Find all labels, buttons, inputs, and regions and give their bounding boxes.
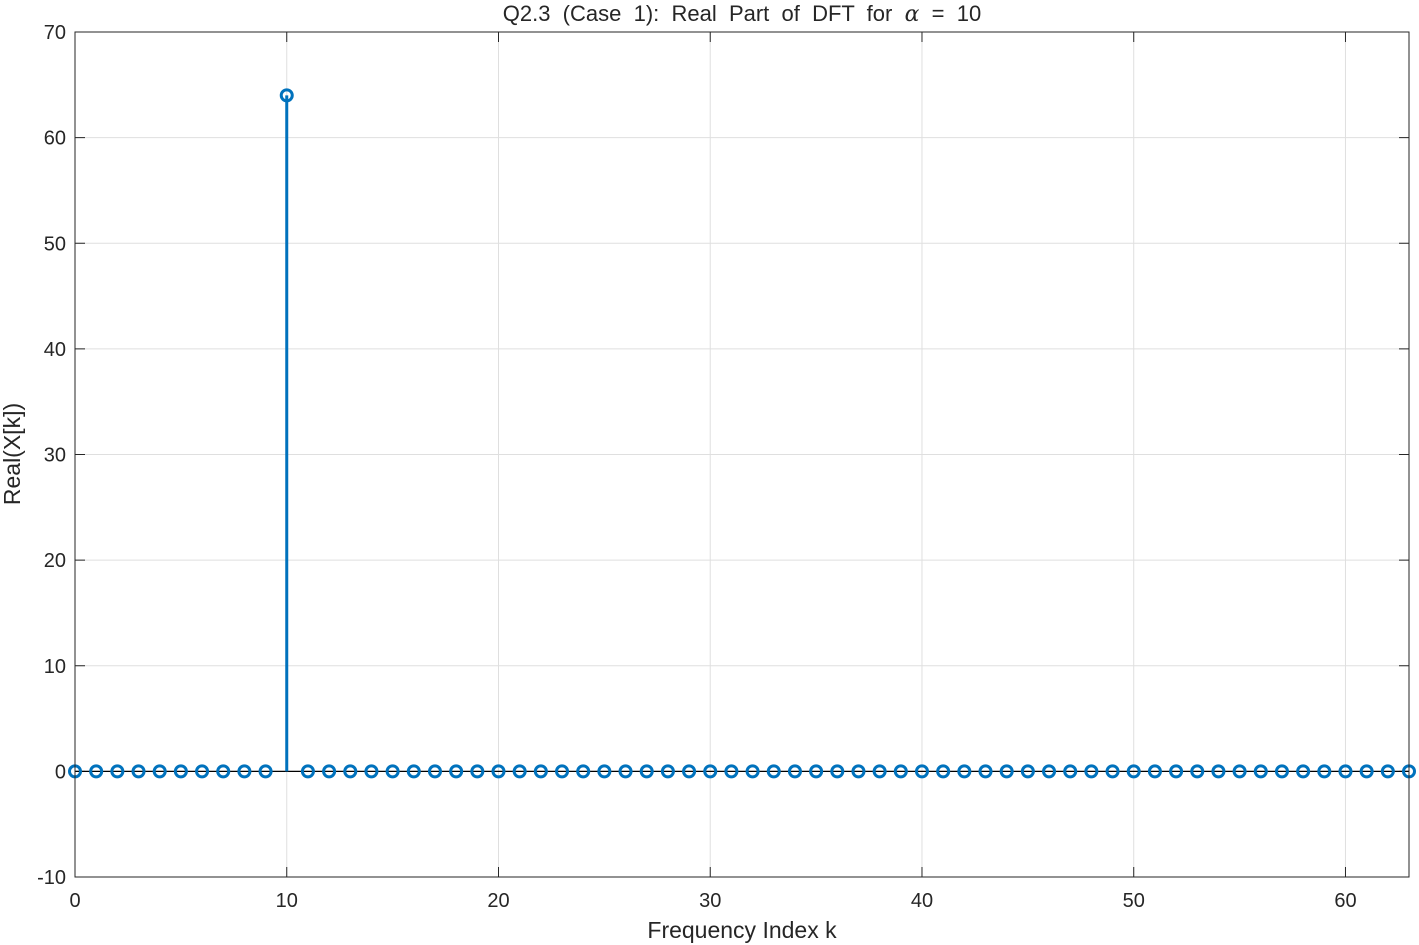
stem-marker bbox=[512, 764, 527, 779]
grid bbox=[75, 32, 1409, 877]
stem-marker bbox=[703, 764, 718, 779]
stem-marker bbox=[936, 764, 951, 779]
chart-title-prefix: Q2.3 (Case 1): Real Part of DFT for bbox=[503, 1, 905, 26]
stem-marker bbox=[1211, 764, 1226, 779]
stem-marker bbox=[195, 764, 210, 779]
y-tick-label: 60 bbox=[44, 128, 66, 150]
stem-marker bbox=[131, 764, 146, 779]
stem-marker bbox=[491, 764, 506, 779]
x-tick-label: 40 bbox=[911, 890, 933, 912]
x-tick-label: 10 bbox=[276, 890, 298, 912]
y-tick-labels: -10 0 10 20 30 40 50 60 70 bbox=[37, 22, 66, 889]
stem-marker bbox=[1126, 764, 1141, 779]
y-tick-label: 70 bbox=[44, 22, 66, 44]
stem-marker bbox=[1338, 764, 1353, 779]
stem-marker bbox=[1232, 764, 1247, 779]
stem-marker bbox=[576, 764, 591, 779]
stem-marker bbox=[364, 764, 379, 779]
stem-marker bbox=[1274, 764, 1289, 779]
x-tick-label: 20 bbox=[487, 890, 509, 912]
stem-marker bbox=[809, 764, 824, 779]
stem-marker bbox=[957, 764, 972, 779]
y-tick-label: 20 bbox=[44, 550, 66, 572]
stem-marker bbox=[279, 88, 294, 103]
stem-marker bbox=[300, 764, 315, 779]
x-axis-label: Frequency Index k bbox=[647, 917, 837, 943]
stem-marker bbox=[1105, 764, 1120, 779]
stem-marker bbox=[597, 764, 612, 779]
stem-marker bbox=[745, 764, 760, 779]
stem-marker bbox=[787, 764, 802, 779]
stem-marker bbox=[89, 764, 104, 779]
y-tick-label: 10 bbox=[44, 656, 66, 678]
stem-marker bbox=[1147, 764, 1162, 779]
stem-marker bbox=[1042, 764, 1057, 779]
stem-marker bbox=[343, 764, 358, 779]
stem-marker bbox=[618, 764, 633, 779]
stem-marker bbox=[470, 764, 485, 779]
stem-series bbox=[68, 88, 1416, 779]
x-tick-label: 30 bbox=[699, 890, 721, 912]
stem-marker bbox=[893, 764, 908, 779]
stem-marker bbox=[322, 764, 337, 779]
x-tick-label: 50 bbox=[1123, 890, 1145, 912]
stem-marker bbox=[1063, 764, 1078, 779]
stem-marker bbox=[682, 764, 697, 779]
stem-marker bbox=[978, 764, 993, 779]
y-tick-label: 30 bbox=[44, 445, 66, 467]
y-tick-label: 0 bbox=[55, 761, 66, 783]
stem-marker bbox=[830, 764, 845, 779]
stem-marker bbox=[1190, 764, 1205, 779]
x-tick-labels: 0 10 20 30 40 50 60 bbox=[69, 890, 1356, 912]
y-axis-label: Real(X[k]) bbox=[0, 403, 25, 505]
stem-marker bbox=[406, 764, 421, 779]
x-tick-label: 0 bbox=[69, 890, 80, 912]
stem-marker bbox=[1359, 764, 1374, 779]
stem-marker bbox=[1380, 764, 1395, 779]
stem-marker bbox=[533, 764, 548, 779]
stem-marker bbox=[1317, 764, 1332, 779]
stem-marker bbox=[766, 764, 781, 779]
stem-marker bbox=[1296, 764, 1311, 779]
chart-title-alpha-symbol: α bbox=[905, 2, 920, 27]
stem-marker bbox=[999, 764, 1014, 779]
stem-marker bbox=[851, 764, 866, 779]
x-tick-label: 60 bbox=[1334, 890, 1356, 912]
stem-marker bbox=[385, 764, 400, 779]
stem-marker bbox=[872, 764, 887, 779]
stem-marker bbox=[639, 764, 654, 779]
chart-title-suffix: = 10 bbox=[919, 1, 981, 26]
stem-marker bbox=[258, 764, 273, 779]
stem-marker bbox=[427, 764, 442, 779]
stem-marker bbox=[1169, 764, 1184, 779]
stem-marker bbox=[1253, 764, 1268, 779]
stem-marker bbox=[449, 764, 464, 779]
plot-area-frame bbox=[74, 31, 1410, 878]
y-tick-label: 40 bbox=[44, 339, 66, 361]
stem-marker bbox=[1020, 764, 1035, 779]
stem-marker bbox=[110, 764, 125, 779]
stem-marker bbox=[914, 764, 929, 779]
stem-marker bbox=[1084, 764, 1099, 779]
stem-marker bbox=[152, 764, 167, 779]
y-tick-label: 50 bbox=[44, 233, 66, 255]
chart-title: Q2.3 (Case 1): Real Part of DFT for α = … bbox=[503, 1, 981, 27]
stem-marker bbox=[724, 764, 739, 779]
stem-marker bbox=[555, 764, 570, 779]
y-tick-label: -10 bbox=[37, 867, 66, 889]
stem-marker bbox=[237, 764, 252, 779]
stem-marker bbox=[173, 764, 188, 779]
stem-marker bbox=[660, 764, 675, 779]
stem-marker bbox=[216, 764, 231, 779]
